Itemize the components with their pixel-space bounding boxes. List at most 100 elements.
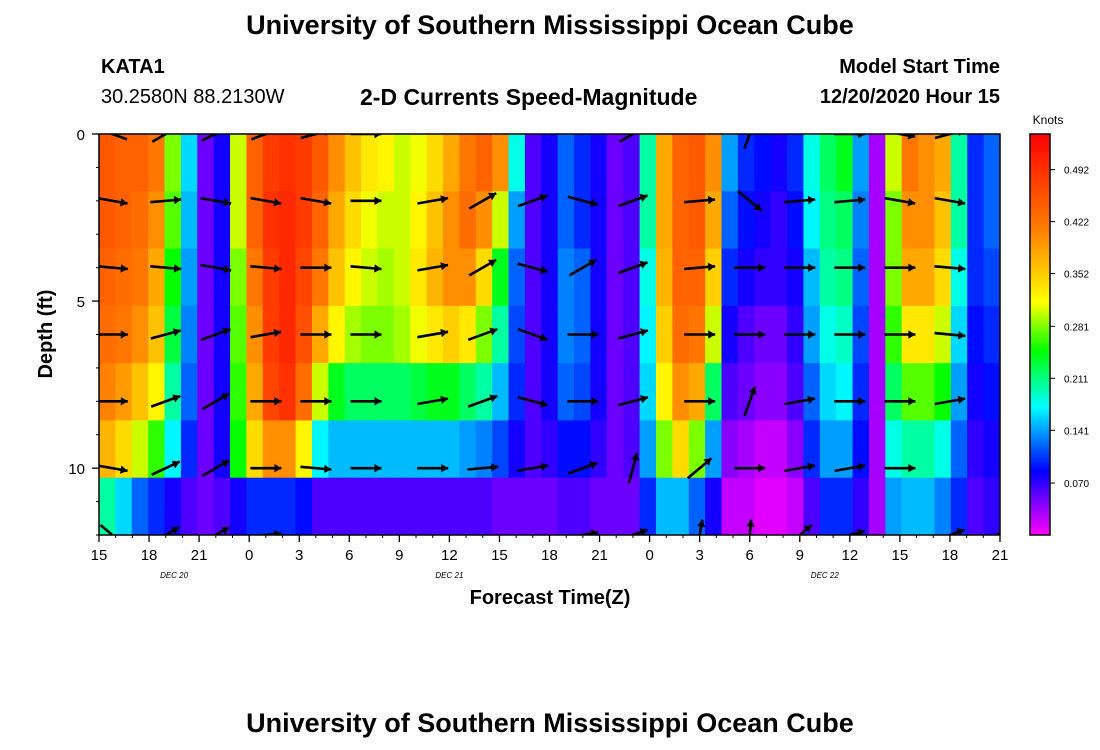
heatmap-cell	[672, 363, 690, 422]
heatmap-cell	[655, 477, 673, 535]
y-tick-label: 0	[77, 127, 85, 144]
y-axis-label: Depth (ft)	[35, 290, 57, 379]
heatmap-cell	[606, 477, 624, 535]
heatmap-cell	[393, 248, 411, 307]
current-vector	[784, 263, 816, 272]
heatmap-cell	[459, 363, 477, 422]
model-start-time: 12/20/2020 Hour 15	[819, 86, 1000, 108]
current-vector	[350, 264, 382, 273]
heatmap-cell	[688, 363, 706, 422]
heatmap-cell	[688, 248, 706, 307]
current-vector	[99, 197, 128, 207]
heatmap-cell	[901, 420, 919, 479]
heatmap-cell	[590, 134, 608, 192]
heatmap-cell	[852, 134, 870, 192]
heatmap-cell	[623, 134, 641, 192]
current-vector	[784, 195, 816, 205]
heatmap-cell	[836, 420, 854, 479]
heatmap-cell	[639, 420, 657, 479]
heatmap-cell	[164, 477, 182, 535]
current-vector	[617, 395, 649, 407]
heatmap-cell	[655, 363, 673, 422]
x-tick-label: 6	[746, 547, 754, 564]
heatmap-cell	[443, 248, 460, 307]
heatmap-cell	[967, 248, 985, 307]
current-vector	[567, 195, 599, 208]
heatmap-cell	[213, 191, 231, 250]
heatmap-cell	[787, 134, 805, 192]
heatmap-cell	[983, 477, 1000, 535]
heatmap-cell	[262, 477, 280, 535]
heatmap-cell	[754, 420, 772, 479]
x-axis-label: Forecast Time(Z)	[470, 587, 631, 609]
heatmap-cell	[393, 134, 411, 192]
heatmap-cell	[148, 477, 166, 535]
heatmap-cell	[950, 420, 968, 479]
heatmap-cell	[377, 420, 395, 479]
heatmap-cell	[574, 420, 592, 479]
heatmap-cell	[164, 420, 182, 479]
heatmap-cell	[246, 191, 264, 250]
heatmap-cell	[803, 191, 821, 250]
heatmap-cell	[180, 134, 198, 192]
heatmap-cell	[377, 477, 395, 535]
heatmap-cell	[819, 477, 837, 535]
heatmap-cell	[950, 477, 968, 535]
heatmap-cell	[213, 477, 231, 535]
current-vector	[300, 263, 332, 272]
date-label: DEC 22	[811, 571, 840, 580]
current-vector	[684, 262, 716, 272]
heatmap-cell	[99, 477, 116, 535]
x-tick-label: 9	[796, 547, 804, 564]
heatmap-cell	[819, 248, 837, 307]
heatmap-cell	[770, 420, 788, 479]
current-vector	[300, 196, 332, 207]
heatmap-cell	[836, 477, 854, 535]
current-vector	[150, 264, 182, 273]
heatmap-cell	[819, 134, 837, 192]
current-vector	[834, 195, 866, 205]
heatmap-cell	[131, 191, 149, 250]
heatmap-cell	[606, 248, 624, 307]
footer-title: University of Southern Mississippi Ocean…	[246, 708, 854, 738]
heatmap-cell	[344, 477, 362, 535]
y-tick-label: 10	[68, 461, 85, 478]
heatmap-cell	[443, 477, 460, 535]
current-vector	[350, 134, 382, 139]
x-tick-label: 9	[395, 547, 403, 564]
colorbar-label: 0.352	[1064, 270, 1089, 281]
heatmap-cell	[770, 305, 788, 364]
heatmap-cell	[541, 134, 559, 192]
current-vector	[151, 460, 181, 476]
heatmap-cell	[590, 305, 608, 364]
current-vector	[743, 386, 757, 417]
heatmap-cell	[492, 363, 510, 422]
current-vector	[99, 397, 128, 406]
heatmap-cell	[672, 191, 690, 250]
heatmap-cell	[279, 420, 297, 479]
heatmap-cell	[213, 248, 231, 307]
y-axis: 0 5 10	[68, 127, 99, 536]
heatmap-cell	[967, 134, 985, 192]
current-vector	[201, 392, 230, 411]
heatmap-cell	[852, 477, 870, 535]
heatmap-cell	[967, 477, 985, 535]
heatmap-cell	[983, 134, 1000, 192]
heatmap-cell	[99, 420, 116, 479]
heatmap-cell	[295, 191, 313, 250]
heatmap-cell	[148, 420, 166, 479]
heatmap-cell	[885, 363, 903, 422]
x-tick-label: 3	[695, 547, 703, 564]
date-label: DEC 20	[160, 571, 189, 580]
heatmap-cell	[639, 248, 657, 307]
heatmap-cell	[164, 363, 182, 422]
heatmap-cell	[721, 420, 739, 479]
heatmap-cell	[246, 477, 264, 535]
heatmap-cell	[918, 248, 936, 307]
heatmap-cell	[443, 420, 460, 479]
current-vector	[350, 330, 382, 339]
heatmap-cell	[99, 248, 116, 307]
current-vector	[213, 526, 230, 535]
heatmap-cell	[868, 420, 886, 479]
current-vector	[734, 263, 766, 272]
